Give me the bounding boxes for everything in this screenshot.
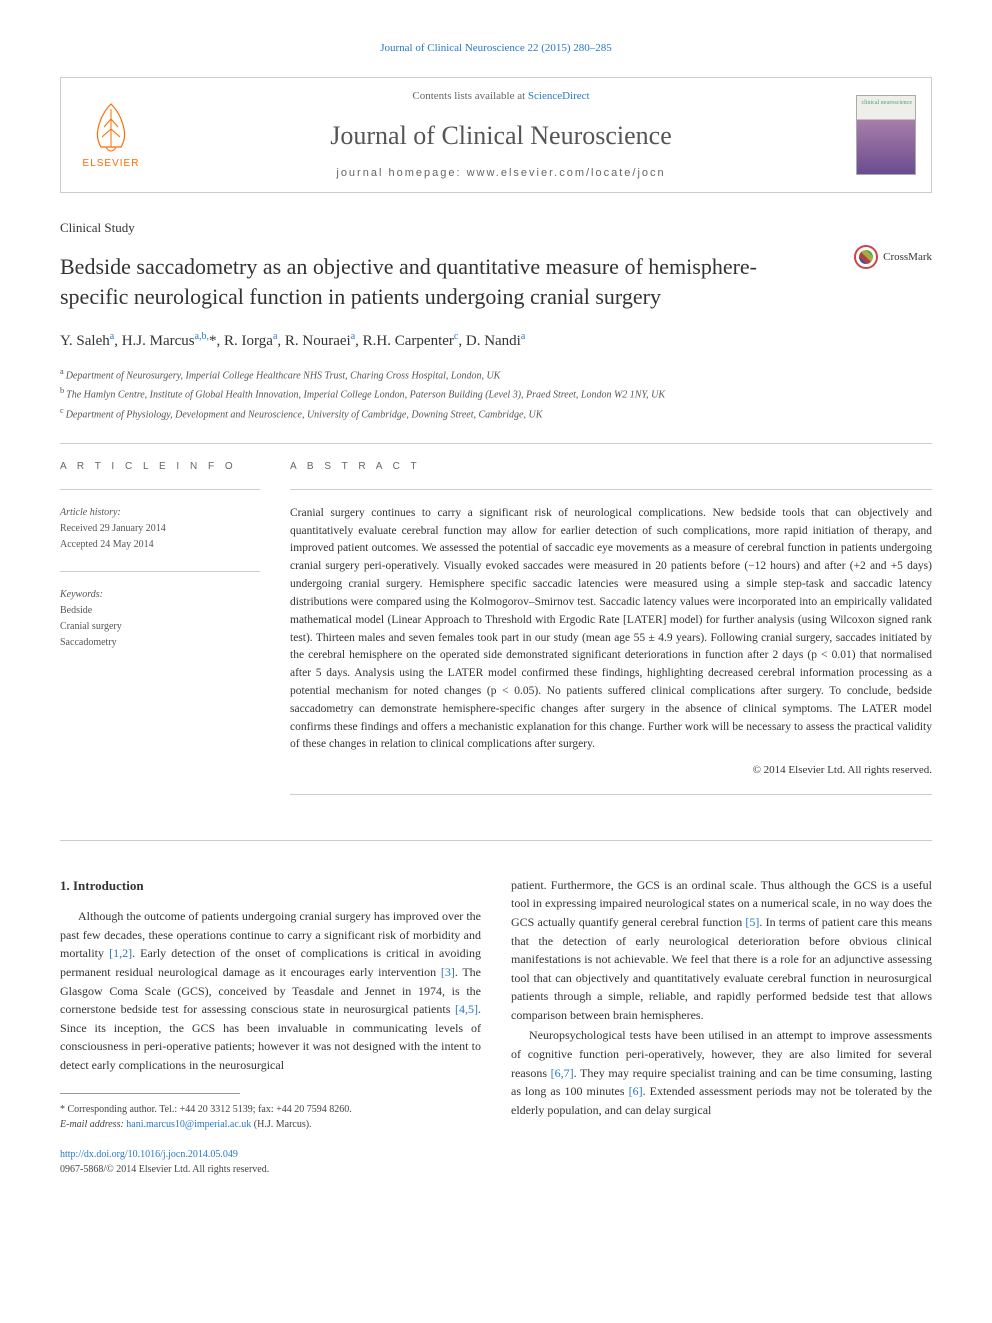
intro-col2: patient. Furthermore, the GCS is an ordi… bbox=[511, 876, 932, 1120]
journal-cover-thumbnail[interactable]: clinical neuroscience bbox=[856, 95, 916, 175]
email-after: (H.J. Marcus). bbox=[251, 1119, 311, 1130]
abstract-heading: A B S T R A C T bbox=[290, 459, 932, 474]
affiliations: aDepartment of Neurosurgery, Imperial Co… bbox=[60, 365, 932, 423]
bottom-publication-info: http://dx.doi.org/10.1016/j.jocn.2014.05… bbox=[60, 1147, 481, 1177]
received-date: Received 29 January 2014 bbox=[60, 521, 260, 537]
homepage-prefix: journal homepage: bbox=[336, 167, 466, 179]
divider bbox=[290, 489, 932, 490]
ref-link[interactable]: [6,7] bbox=[551, 1066, 574, 1080]
affil-c: Department of Physiology, Development an… bbox=[66, 409, 543, 420]
journal-name: Journal of Clinical Neuroscience bbox=[146, 116, 856, 155]
keyword: Bedside bbox=[60, 603, 260, 619]
intro-col1: Although the outcome of patients undergo… bbox=[60, 907, 481, 1074]
issn-line: 0967-5868/© 2014 Elsevier Ltd. All right… bbox=[60, 1162, 481, 1177]
journal-homepage: journal homepage: www.elsevier.com/locat… bbox=[146, 165, 856, 182]
abstract-text: Cranial surgery continues to carry a sig… bbox=[290, 505, 932, 754]
history-label: Article history: bbox=[60, 505, 260, 521]
copyright-line: © 2014 Elsevier Ltd. All rights reserved… bbox=[290, 762, 932, 779]
article-type-label: Clinical Study bbox=[60, 218, 932, 238]
crossmark-label: CrossMark bbox=[883, 249, 932, 266]
journal-citation-link[interactable]: Journal of Clinical Neuroscience 22 (201… bbox=[60, 40, 932, 57]
keyword: Cranial surgery bbox=[60, 619, 260, 635]
cover-label: clinical neuroscience bbox=[862, 99, 912, 108]
contents-lists-line: Contents lists available at ScienceDirec… bbox=[146, 88, 856, 105]
keywords-block: Keywords: Bedside Cranial surgery Saccad… bbox=[60, 587, 260, 651]
body-span: . In terms of patient care this means th… bbox=[511, 915, 932, 1022]
elsevier-tree-icon bbox=[86, 99, 136, 154]
divider bbox=[60, 571, 260, 572]
contents-text: Contents lists available at bbox=[412, 90, 527, 102]
crossmark-icon bbox=[854, 245, 878, 269]
ref-link[interactable]: [3] bbox=[441, 965, 455, 979]
crossmark-badge[interactable]: CrossMark bbox=[854, 245, 932, 269]
homepage-url[interactable]: www.elsevier.com/locate/jocn bbox=[467, 167, 666, 179]
email-link[interactable]: hani.marcus10@imperial.ac.uk bbox=[126, 1119, 251, 1130]
section-heading-introduction: 1. Introduction bbox=[60, 876, 481, 896]
elsevier-label: ELSEVIER bbox=[83, 156, 140, 171]
elsevier-logo[interactable]: ELSEVIER bbox=[76, 95, 146, 175]
article-history: Article history: Received 29 January 201… bbox=[60, 505, 260, 553]
footnotes: * Corresponding author. Tel.: +44 20 331… bbox=[60, 1102, 481, 1132]
doi-link[interactable]: http://dx.doi.org/10.1016/j.jocn.2014.05… bbox=[60, 1149, 238, 1160]
keyword: Saccadometry bbox=[60, 635, 260, 651]
ref-link[interactable]: [5] bbox=[745, 915, 759, 929]
keywords-label: Keywords: bbox=[60, 587, 260, 603]
corresponding-author: * Corresponding author. Tel.: +44 20 331… bbox=[60, 1102, 481, 1117]
accepted-date: Accepted 24 May 2014 bbox=[60, 537, 260, 553]
affil-b: The Hamlyn Centre, Institute of Global H… bbox=[66, 390, 665, 401]
email-label: E-mail address: bbox=[60, 1119, 126, 1130]
divider bbox=[60, 443, 932, 444]
divider bbox=[290, 794, 932, 795]
ref-link[interactable]: [6] bbox=[629, 1084, 643, 1098]
article-title: Bedside saccadometry as an objective and… bbox=[60, 252, 810, 311]
header-bar: ELSEVIER Contents lists available at Sci… bbox=[60, 77, 932, 193]
article-info-heading: A R T I C L E I N F O bbox=[60, 459, 260, 474]
divider bbox=[60, 489, 260, 490]
divider bbox=[60, 840, 932, 841]
affil-a: Department of Neurosurgery, Imperial Col… bbox=[66, 370, 501, 381]
sciencedirect-link[interactable]: ScienceDirect bbox=[528, 90, 590, 102]
authors-line: Y. Saleha, H.J. Marcusa,b,*, R. Iorgaa, … bbox=[60, 329, 932, 353]
ref-link[interactable]: [1,2] bbox=[109, 946, 132, 960]
ref-link[interactable]: [4,5] bbox=[455, 1002, 478, 1016]
footnote-divider bbox=[60, 1093, 240, 1094]
